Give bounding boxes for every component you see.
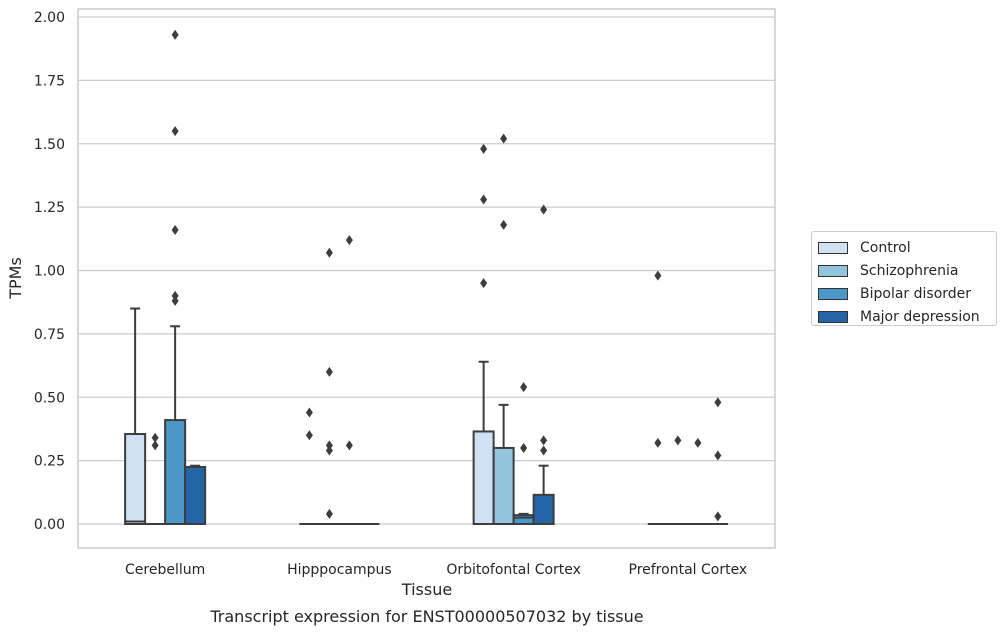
- x-tick-label: Orbitofontal Cortex: [446, 562, 581, 578]
- legend-label: Major depression: [860, 308, 980, 325]
- outlier-point: [714, 450, 722, 461]
- outlier-point: [714, 397, 722, 408]
- box-body: [124, 433, 147, 526]
- outlier-point: [325, 247, 333, 258]
- box-major-depression: [532, 204, 555, 526]
- plot-frame: [77, 8, 776, 549]
- box-body: [164, 419, 187, 525]
- outlier-point: [540, 435, 548, 446]
- outlier-point: [500, 219, 508, 230]
- legend-label: Control: [860, 239, 911, 256]
- legend-label: Schizophrenia: [860, 262, 959, 279]
- legend-label: Bipolar disorder: [860, 285, 972, 302]
- outlier-point: [325, 445, 333, 456]
- box-schizophrenia: [667, 435, 688, 525]
- x-tick-label: Hipppocampus: [287, 562, 392, 578]
- outlier-point: [694, 437, 702, 448]
- box-bipolar-disorder: [164, 29, 187, 525]
- outlier-point: [345, 440, 353, 451]
- box-body: [532, 493, 555, 526]
- outlier-point: [520, 442, 528, 453]
- y-tick-label: 0.00: [34, 517, 65, 533]
- box-control: [299, 407, 320, 525]
- outlier-point: [540, 445, 548, 456]
- outlier-point: [480, 278, 488, 289]
- chart-title: Transcript expression for ENST0000050703…: [209, 607, 643, 626]
- y-axis-label: TPMs: [6, 257, 25, 300]
- legend-item: Major depression: [818, 305, 996, 328]
- outlier-point: [171, 290, 179, 301]
- outlier-point: [540, 204, 548, 215]
- box-schizophrenia: [145, 432, 166, 525]
- outlier-point: [305, 430, 313, 441]
- y-tick-label: 2.00: [34, 10, 65, 26]
- outlier-point: [714, 511, 722, 522]
- outlier-point: [171, 29, 179, 40]
- outlier-point: [151, 440, 159, 451]
- legend-swatch: [818, 241, 848, 254]
- legend-item: Bipolar disorder: [818, 282, 996, 305]
- grid-lines: [78, 16, 775, 525]
- outlier-point: [151, 432, 159, 443]
- box-body: [472, 430, 495, 525]
- outlier-point: [325, 440, 333, 451]
- outlier-point: [325, 508, 333, 519]
- box-major-depression: [184, 464, 207, 525]
- box-body: [184, 465, 207, 525]
- y-tick-label: 0.50: [34, 390, 65, 406]
- box-schizophrenia: [319, 247, 340, 525]
- legend: Control Schizophrenia Bipolar disorder Majo…: [811, 231, 997, 326]
- legend-swatch: [818, 310, 848, 323]
- outlier-point: [500, 133, 508, 144]
- y-tick-label: 1.25: [34, 200, 65, 216]
- box-bipolar-disorder: [512, 382, 535, 526]
- outlier-point: [171, 224, 179, 235]
- x-tick-label: Prefrontal Cortex: [629, 562, 748, 578]
- box-bipolar-disorder: [339, 235, 360, 525]
- outlier-point: [654, 437, 662, 448]
- box-control: [124, 307, 147, 526]
- y-tick-label: 1.50: [34, 137, 65, 153]
- legend-item: Schizophrenia: [818, 259, 996, 282]
- outlier-point: [305, 407, 313, 418]
- box-plot-series: [124, 29, 728, 526]
- legend-item: Control: [818, 236, 996, 259]
- y-tick-label: 1.75: [34, 73, 65, 89]
- legend-swatch: [818, 264, 848, 277]
- outlier-point: [480, 194, 488, 205]
- box-control: [647, 270, 668, 525]
- x-axis-label: Tissue: [401, 580, 452, 599]
- outlier-point: [520, 382, 528, 393]
- outlier-point: [171, 295, 179, 306]
- axes: 0.00 0.25 0.50 0.75 1.00 1.25 1.50 1.75 2.00 Cere…: [34, 8, 776, 578]
- outlier-point: [325, 366, 333, 377]
- outlier-point: [480, 143, 488, 154]
- box-schizophrenia: [492, 133, 515, 526]
- outlier-point: [171, 126, 179, 137]
- y-tick-label: 0.75: [34, 327, 65, 343]
- box-body: [492, 446, 515, 526]
- outlier-point: [674, 435, 682, 446]
- y-tick-label: 1.00: [34, 264, 65, 280]
- outlier-point: [654, 270, 662, 281]
- outlier-point: [345, 235, 353, 246]
- box-bipolar-disorder: [687, 437, 708, 525]
- y-tick-label: 0.25: [34, 454, 65, 470]
- x-tick-label: Cerebellum: [125, 562, 205, 578]
- box-major-depression: [707, 397, 728, 525]
- legend-swatch: [818, 287, 848, 300]
- box-body: [512, 514, 535, 526]
